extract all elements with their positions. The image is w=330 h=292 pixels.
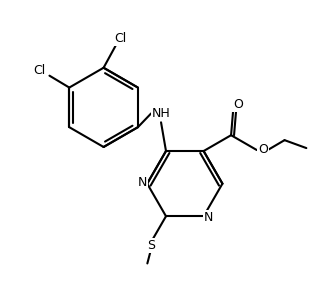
Text: Cl: Cl — [33, 64, 46, 77]
Text: O: O — [258, 142, 268, 156]
Text: Cl: Cl — [114, 32, 126, 45]
Text: O: O — [233, 98, 243, 111]
Text: S: S — [147, 239, 155, 252]
Text: NH: NH — [152, 107, 170, 120]
Text: N: N — [138, 176, 147, 189]
Text: N: N — [204, 211, 213, 224]
